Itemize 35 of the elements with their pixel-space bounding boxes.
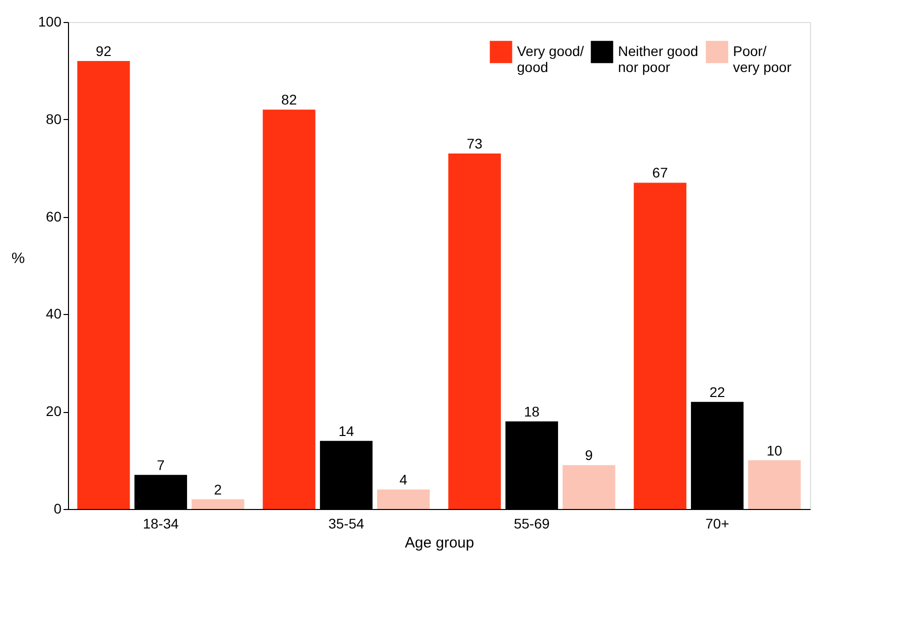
bar	[377, 490, 430, 509]
x-axis-title: Age group	[404, 534, 474, 552]
data-label: 92	[96, 42, 112, 59]
legend-label: Neither good nor poor	[618, 43, 698, 75]
data-label: 10	[766, 442, 782, 458]
data-label: 14	[338, 422, 354, 439]
y-axis-title: %	[11, 250, 25, 267]
y-tick-label: 60	[46, 208, 62, 224]
bar	[192, 499, 244, 509]
x-tick-label: 55-69	[514, 516, 550, 532]
bar	[562, 465, 616, 509]
data-label: 73	[466, 135, 483, 152]
bar	[634, 182, 686, 509]
y-tick-label: 100	[38, 14, 62, 30]
data-label: 67	[652, 164, 668, 181]
x-tick-label: 18-34	[142, 516, 179, 532]
data-label: 22	[709, 384, 726, 400]
y-tick-label: 80	[46, 110, 62, 127]
data-label: 2	[214, 481, 222, 498]
data-label: 18	[524, 403, 540, 420]
bar	[748, 460, 801, 509]
bar	[262, 110, 316, 509]
data-label: 7	[156, 456, 165, 473]
legend-label: Very good/ good	[517, 43, 584, 75]
y-tick-label: 20	[46, 403, 62, 420]
data-label: 9	[585, 447, 594, 464]
y-tick-label: 0	[54, 500, 62, 516]
data-label: 4	[400, 472, 408, 488]
x-tick-label: 35-54	[328, 516, 364, 532]
y-tick-label: 40	[46, 306, 62, 322]
legend-label: Poor/ very poor	[733, 43, 792, 75]
bar	[77, 60, 130, 509]
bar	[448, 153, 501, 509]
x-tick-label: 70+	[705, 516, 730, 532]
data-label: 82	[281, 92, 298, 108]
